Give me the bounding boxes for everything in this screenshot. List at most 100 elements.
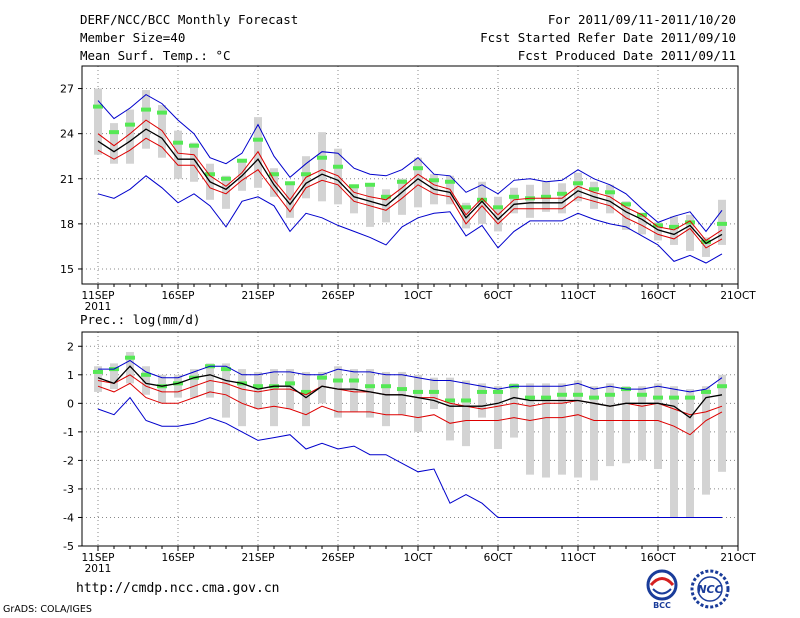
- temp-ensemble-mean-mark: [429, 178, 439, 183]
- temp-spread-bar: [462, 202, 470, 229]
- prec-ensemble-mean-mark: [285, 381, 295, 386]
- temp-ensemble-mean-mark: [381, 194, 391, 199]
- prec-x-tick-label: 11SEP: [82, 552, 115, 564]
- temp-spread-bar: [222, 175, 230, 209]
- temp-ensemble-mean-mark: [157, 110, 167, 115]
- prec-spread-bar: [238, 369, 246, 427]
- temp-x-tick-label: 21OCT: [720, 290, 756, 302]
- prec-spread-bar: [366, 369, 374, 418]
- temp-y-tick-label: 15: [60, 263, 74, 276]
- prec-y-tick-label: 0: [67, 397, 74, 410]
- prec-ensemble-mean-mark: [365, 384, 375, 389]
- prec-ensemble-mean-mark: [349, 378, 359, 383]
- temp-y-tick-label: 21: [60, 173, 74, 186]
- prec-ensemble-mean-mark: [221, 367, 231, 372]
- prec-ensemble-mean-mark: [445, 398, 455, 403]
- temp-ensemble-mean-mark: [205, 172, 215, 177]
- temp-ensemble-mean-mark: [285, 181, 295, 186]
- temp-spread-bar: [526, 184, 534, 218]
- temp-x-tick-label: 26SEP: [322, 290, 355, 302]
- prec-x-tick-label: 26SEP: [322, 552, 355, 564]
- prec-spread-bar: [638, 386, 646, 461]
- temp-spread-bar: [622, 201, 630, 230]
- prec-spread-bar: [414, 374, 422, 432]
- prec-ensemble-mean-mark: [413, 389, 423, 394]
- prec-spread-bar: [606, 383, 614, 467]
- prec-ensemble-mean-mark: [477, 389, 487, 394]
- temp-ensemble-mean-mark: [173, 140, 183, 145]
- temp-ensemble-mean-mark: [445, 179, 455, 184]
- prec-y-tick-label: 2: [67, 340, 74, 353]
- prec-y-tick-label: -4: [63, 511, 74, 524]
- temp-ensemble-mean-mark: [333, 164, 343, 169]
- prec-ensemble-mean-mark: [93, 369, 103, 374]
- temp-spread-bar: [94, 88, 102, 155]
- prec-spread-bar: [462, 380, 470, 447]
- prec-spread-bar: [654, 383, 662, 469]
- temp-ensemble-mean-mark: [397, 179, 407, 184]
- prec-ensemble-mean-mark: [669, 395, 679, 400]
- header-start-date: Fcst Started Refer Date 2011/09/10: [480, 30, 736, 45]
- prec-spread-bar: [478, 383, 486, 418]
- prec-spread-bar: [126, 351, 134, 384]
- temp-ensemble-mean-mark: [365, 182, 375, 187]
- temp-spread-bar: [638, 213, 646, 235]
- prec-spread-bar: [398, 371, 406, 415]
- svg-text:BCC: BCC: [653, 601, 671, 610]
- prec-spread-bar: [590, 386, 598, 481]
- temp-spread-bar: [350, 184, 358, 214]
- prec-ensemble-mean-mark: [381, 384, 391, 389]
- prec-spread-bar: [254, 371, 262, 410]
- footer-url[interactable]: http://cmdp.ncc.cma.gov.cn: [76, 581, 280, 596]
- temp-spread-bar: [142, 90, 150, 149]
- temp-ensemble-mean-mark: [317, 155, 327, 160]
- prec-spread-bar: [686, 389, 694, 518]
- prec-ensemble-mean-mark: [685, 395, 695, 400]
- temp-x-tick-label: 16SEP: [162, 290, 195, 302]
- temp-x-tick-label: 1OCT: [404, 290, 433, 302]
- temp-ensemble-mean-mark: [621, 202, 631, 207]
- temp-ensemble-mean-mark: [717, 221, 727, 226]
- temp-x-tick-sublabel: 2011: [85, 301, 112, 313]
- prec-ensemble-mean-mark: [301, 389, 311, 394]
- temp-ensemble-mean-mark: [477, 197, 487, 202]
- prec-ensemble-mean-mark: [397, 387, 407, 392]
- prec-ensemble-mean-mark: [525, 395, 535, 400]
- prec-ensemble-mean-mark: [141, 372, 151, 377]
- temp-line-black: [97, 128, 723, 245]
- temp-ensemble-mean-mark: [221, 176, 231, 181]
- prec-x-tick-label: 11OCT: [560, 552, 596, 564]
- temp-spread-bar: [606, 184, 614, 214]
- prec-ensemble-mean-mark: [701, 389, 711, 394]
- prec-ensemble-mean-mark: [541, 395, 551, 400]
- prec-ensemble-mean-mark: [589, 395, 599, 400]
- temp-ensemble-mean-mark: [541, 194, 551, 199]
- temp-spread-bar: [478, 181, 486, 224]
- prec-x-tick-label: 16OCT: [640, 552, 676, 564]
- prec-ensemble-mean-mark: [461, 398, 471, 403]
- prec-spread-bar: [318, 371, 326, 404]
- prec-ensemble-mean-mark: [653, 395, 663, 400]
- prec-ensemble-mean-mark: [317, 375, 327, 380]
- temp-ensemble-mean-mark: [237, 158, 247, 163]
- temp-spread-bar: [190, 142, 198, 182]
- prec-spread-bar: [526, 383, 534, 475]
- bcc-logo: BCC: [646, 569, 678, 610]
- temp-ensemble-mean-mark: [461, 205, 471, 210]
- prec-x-tick-label: 16SEP: [162, 552, 195, 564]
- temp-ensemble-mean-mark: [605, 190, 615, 195]
- temp-y-tick-label: 18: [60, 218, 74, 231]
- temp-x-tick-label: 21SEP: [242, 290, 275, 302]
- prec-ensemble-mean-mark: [493, 389, 503, 394]
- prec-spread-bar: [190, 369, 198, 398]
- prec-panel-title: Prec.: log(mm/d): [80, 312, 200, 327]
- prec-spread-bar: [174, 374, 182, 398]
- temp-spread-bar: [126, 109, 134, 164]
- temp-ensemble-mean-mark: [557, 191, 567, 196]
- svg-text:NCC: NCC: [697, 583, 722, 596]
- prec-x-tick-label: 21OCT: [720, 552, 756, 564]
- prec-spread-bar: [574, 380, 582, 478]
- temp-spread-bar: [590, 181, 598, 209]
- prec-x-tick-label: 1OCT: [404, 552, 433, 564]
- prec-spread-bar: [670, 386, 678, 518]
